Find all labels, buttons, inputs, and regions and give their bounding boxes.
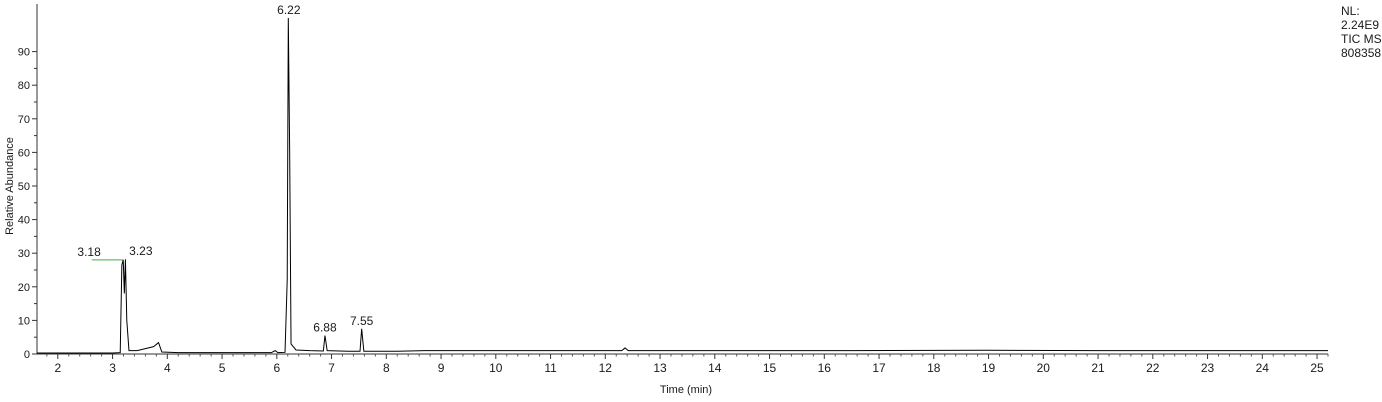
y-axis-ticks: 0 10 20 30 40 50 60 70 80 90 bbox=[18, 47, 37, 361]
x-tick-label: 5 bbox=[219, 361, 226, 375]
x-tick-label: 20 bbox=[1037, 361, 1051, 375]
y-tick-label: 50 bbox=[18, 181, 30, 193]
x-tick-label: 3 bbox=[109, 361, 116, 375]
y-tick-label: 60 bbox=[18, 147, 30, 159]
x-tick-label: 2 bbox=[54, 361, 61, 375]
x-tick-label: 10 bbox=[489, 361, 503, 375]
x-tick-label: 4 bbox=[164, 361, 171, 375]
x-axis-label: Time (min) bbox=[660, 384, 712, 396]
y-axis-label: Relative Abundance bbox=[4, 137, 16, 235]
x-tick-label: 7 bbox=[328, 361, 335, 375]
nl-value: 2.24E9 bbox=[1341, 18, 1380, 32]
x-tick-label: 18 bbox=[927, 361, 941, 375]
x-tick-label: 19 bbox=[982, 361, 996, 375]
peak-label: 3.18 bbox=[77, 245, 101, 259]
x-tick-label: 24 bbox=[1256, 361, 1270, 375]
file-id: 808358 bbox=[1341, 46, 1382, 60]
peak-label: 6.88 bbox=[313, 321, 337, 335]
y-tick-label: 40 bbox=[18, 215, 30, 227]
y-tick-label: 70 bbox=[18, 114, 30, 126]
x-tick-label: 12 bbox=[599, 361, 613, 375]
chromatogram-info-block: NL: 2.24E9 TIC MS 808358 bbox=[1341, 4, 1382, 60]
y-tick-label: 10 bbox=[18, 315, 30, 327]
x-tick-label: 17 bbox=[872, 361, 886, 375]
x-tick-label: 25 bbox=[1310, 361, 1324, 375]
peak-label: 7.55 bbox=[350, 314, 374, 328]
x-tick-label: 15 bbox=[763, 361, 777, 375]
x-tick-label: 8 bbox=[383, 361, 390, 375]
tic-trace-line bbox=[37, 17, 1328, 354]
scan-type: TIC MS bbox=[1341, 32, 1382, 46]
y-tick-label: 0 bbox=[24, 349, 30, 361]
x-tick-label: 16 bbox=[818, 361, 832, 375]
x-tick-label: 13 bbox=[653, 361, 667, 375]
x-tick-label: 6 bbox=[273, 361, 280, 375]
x-tick-label: 22 bbox=[1146, 361, 1160, 375]
x-axis-ticks: 2 3 4 5 6 7 8 9 10 11 12 13 14 15 16 17 18 19 20 21 22 23 24 25 bbox=[46, 354, 1329, 375]
x-tick-label: 9 bbox=[438, 361, 445, 375]
x-tick-label: 23 bbox=[1201, 361, 1215, 375]
peak-labels: 3.18 3.23 6.22 6.88 7.55 bbox=[77, 3, 373, 335]
y-tick-label: 90 bbox=[18, 47, 30, 59]
x-tick-label: 14 bbox=[708, 361, 722, 375]
x-tick-label: 11 bbox=[544, 361, 557, 375]
y-tick-label: 80 bbox=[18, 80, 30, 92]
peak-label: 3.23 bbox=[129, 244, 153, 258]
y-tick-label: 30 bbox=[18, 248, 30, 260]
nl-label: NL: bbox=[1341, 4, 1360, 18]
y-tick-label: 20 bbox=[18, 282, 30, 294]
x-tick-label: 21 bbox=[1091, 361, 1105, 375]
peak-label: 6.22 bbox=[277, 3, 301, 17]
